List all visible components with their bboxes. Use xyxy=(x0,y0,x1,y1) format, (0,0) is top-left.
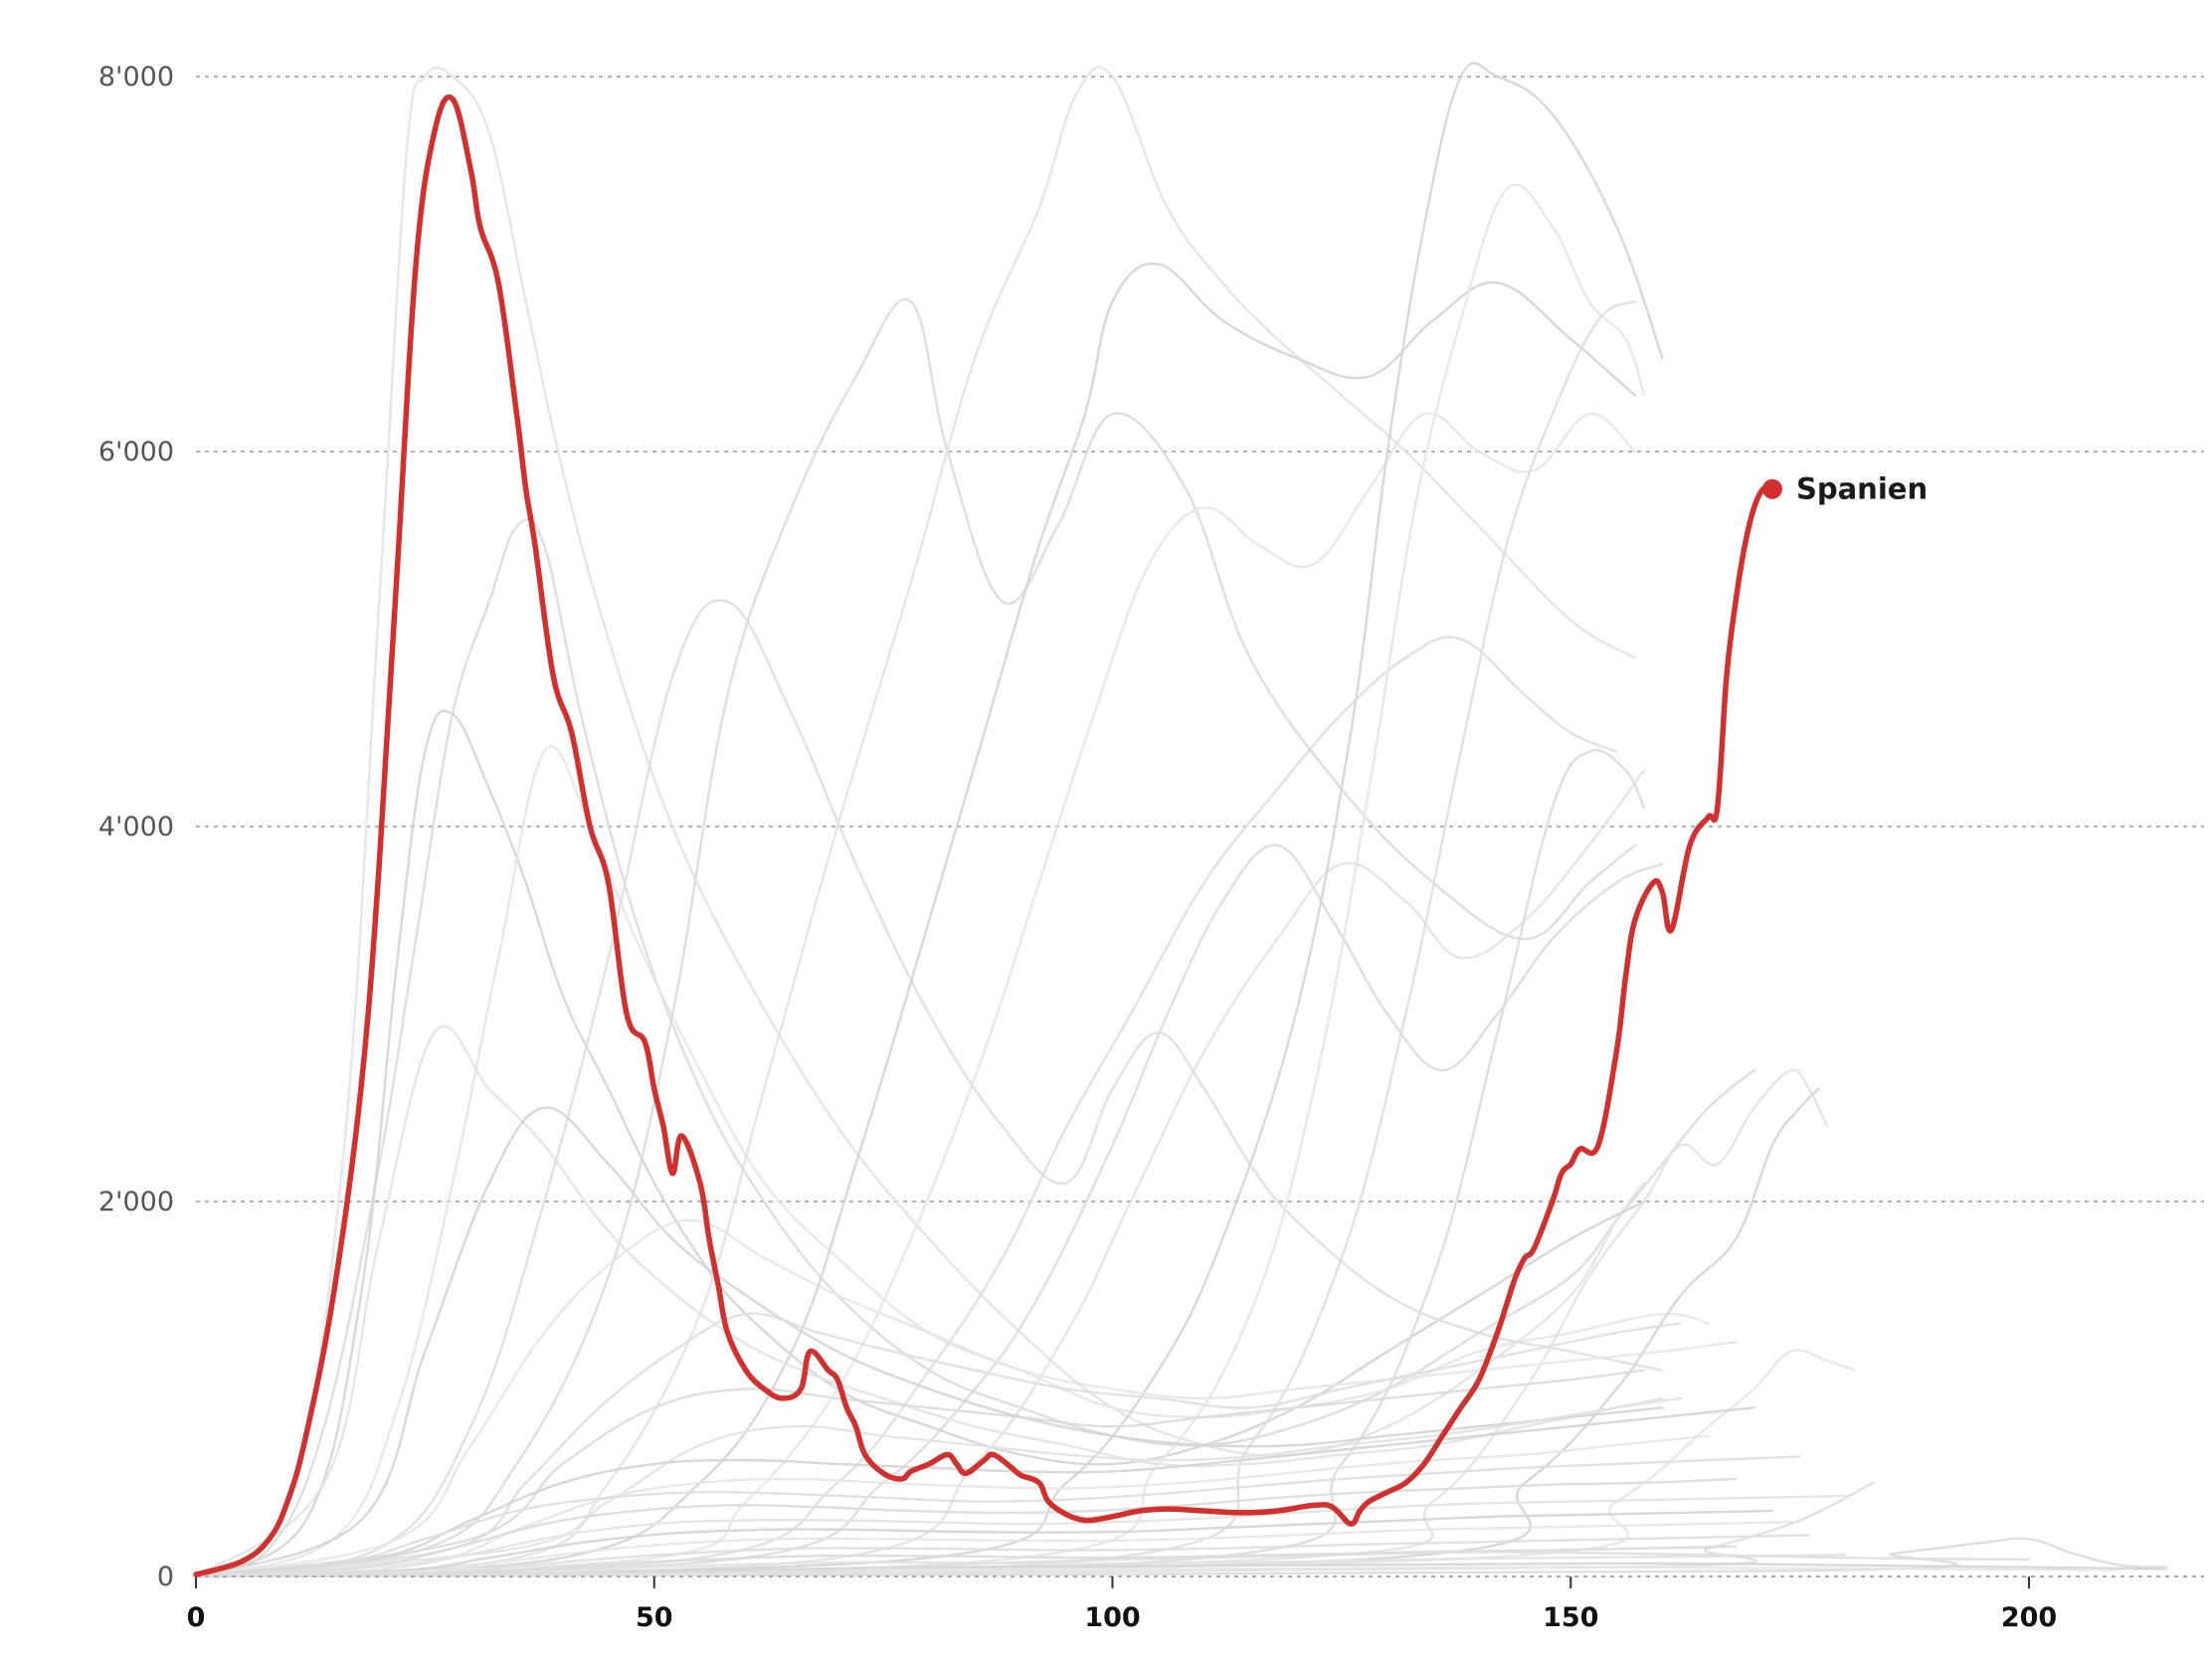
y-tick-label: 8'000 xyxy=(98,62,174,92)
background-series-line xyxy=(194,297,1636,1578)
background-series-line xyxy=(194,517,1755,1578)
background-series-line xyxy=(194,1455,1801,1578)
x-tick-label: 150 xyxy=(1543,1602,1598,1633)
background-series-line xyxy=(194,183,1646,1578)
background-series-line xyxy=(194,636,1618,1578)
x-axis: 0 50 100 150 200 xyxy=(187,1575,2204,1633)
x-tick-label: 0 xyxy=(187,1602,206,1633)
background-series-line xyxy=(194,1024,1664,1578)
background-series-line xyxy=(194,1554,1847,1578)
background-series-line xyxy=(194,262,1636,1578)
background-series-line xyxy=(194,1477,1738,1578)
background-series-line xyxy=(194,843,1664,1578)
y-tick-label: 0 xyxy=(157,1562,174,1592)
background-series-line xyxy=(194,1509,1774,1578)
background-series-line xyxy=(194,599,1664,1578)
highlight-end-point xyxy=(1761,478,1782,499)
y-tick-label: 2'000 xyxy=(98,1187,174,1217)
y-tick-label: 4'000 xyxy=(98,812,174,842)
background-series-line xyxy=(194,1106,1664,1578)
background-series-line xyxy=(194,1369,1646,1578)
background-series-line xyxy=(194,1551,2031,1578)
background-series-line xyxy=(194,1494,1847,1578)
x-tick-label: 200 xyxy=(2001,1602,2057,1633)
grid-lines xyxy=(196,76,2204,1577)
background-series-group xyxy=(194,62,2168,1578)
background-series-line xyxy=(194,66,1636,1578)
highlight-series-line xyxy=(193,94,1775,1577)
series-label-spanien: Spanien xyxy=(1796,472,1928,506)
background-series-line xyxy=(194,1312,1682,1578)
background-series-line xyxy=(194,1406,1755,1578)
y-axis-labels: 0 2'000 4'000 6'000 8'000 xyxy=(98,62,174,1592)
background-series-line xyxy=(194,412,1636,1578)
x-tick-label: 50 xyxy=(636,1602,673,1633)
background-series-line xyxy=(194,1218,1738,1578)
background-series-line xyxy=(194,1545,1738,1578)
background-series-line xyxy=(194,1396,1682,1578)
background-series-line xyxy=(194,709,1646,1578)
background-series-line xyxy=(194,1521,1792,1578)
y-tick-label: 6'000 xyxy=(98,437,174,467)
highlight-series-group: Spanien xyxy=(193,94,1928,1577)
background-series-line xyxy=(194,1534,1810,1578)
background-series-line xyxy=(194,1537,2168,1578)
x-tick-label: 100 xyxy=(1084,1602,1140,1633)
